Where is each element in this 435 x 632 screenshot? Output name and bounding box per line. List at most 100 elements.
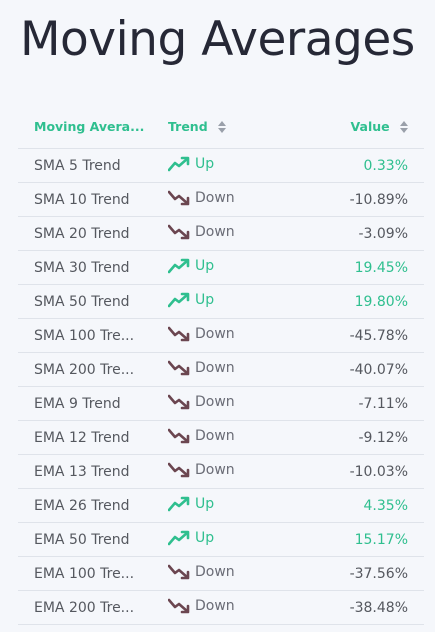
trend-value: -10.03% <box>349 463 408 480</box>
table-row: EMA 26 Trend Up 4.35% <box>18 489 424 523</box>
trend-down-icon <box>168 190 195 206</box>
trend-label: Up <box>195 291 215 308</box>
trend-up-icon <box>168 530 195 546</box>
indicator-name: SMA 100 Tre... <box>34 327 135 344</box>
trend-indicator: Up <box>168 496 214 512</box>
trend-value: -45.78% <box>349 327 408 344</box>
trend-down-icon <box>168 326 195 342</box>
trend-indicator: Down <box>168 224 235 240</box>
indicator-name: SMA 50 Trend <box>34 293 130 310</box>
trend-value: -10.89% <box>349 191 408 208</box>
table-row: SMA 5 Trend Up 0.33% <box>18 149 424 183</box>
trend-label: Up <box>195 155 215 172</box>
trend-up-icon <box>168 496 195 512</box>
table-row: EMA 100 Tre... Down -37.56% <box>18 557 424 591</box>
indicator-name: SMA 30 Trend <box>34 259 130 276</box>
trend-cell: Up <box>152 258 302 278</box>
table-row: EMA 13 Trend Down -10.03% <box>18 455 424 489</box>
trend-up-icon <box>168 258 195 274</box>
trend-indicator: Up <box>168 258 214 274</box>
trend-indicator: Down <box>168 598 235 614</box>
column-header-name-label: Moving Avera... <box>34 118 145 134</box>
trend-cell: Up <box>152 156 302 176</box>
trend-label: Down <box>195 393 235 410</box>
table-row: SMA 20 Trend Down -3.09% <box>18 217 424 251</box>
column-header-trend[interactable]: Trend <box>152 119 302 134</box>
trend-down-icon <box>168 360 195 376</box>
trend-value: 19.80% <box>354 293 408 310</box>
trend-indicator: Up <box>168 292 214 308</box>
trend-down-icon <box>168 428 195 444</box>
indicator-name: SMA 200 Tre... <box>34 361 135 378</box>
trend-cell: Up <box>152 496 302 516</box>
trend-label: Down <box>195 325 235 342</box>
table-row: SMA 10 Trend Down -10.89% <box>18 183 424 217</box>
trend-cell: Down <box>152 394 302 414</box>
trend-value: 19.45% <box>354 259 408 276</box>
trend-down-icon <box>168 564 195 580</box>
trend-value: -40.07% <box>349 361 408 378</box>
indicator-name: EMA 9 Trend <box>34 395 121 412</box>
trend-value: -3.09% <box>358 225 408 242</box>
trend-label: Up <box>195 495 215 512</box>
trend-up-icon <box>168 156 195 172</box>
column-header-trend-label: Trend <box>168 118 208 134</box>
table-row: SMA 50 Trend Up 19.80% <box>18 285 424 319</box>
indicator-name: SMA 10 Trend <box>34 191 130 208</box>
trend-indicator: Up <box>168 156 214 172</box>
trend-indicator: Down <box>168 394 235 410</box>
trend-label: Down <box>195 223 235 240</box>
trend-cell: Down <box>152 564 302 584</box>
trend-indicator: Down <box>168 190 235 206</box>
trend-indicator: Up <box>168 530 214 546</box>
trend-cell: Down <box>152 462 302 482</box>
trend-down-icon <box>168 394 195 410</box>
indicator-name: EMA 200 Tre... <box>34 599 135 616</box>
trend-down-icon <box>168 462 195 478</box>
table-header: Moving Avera... Trend Value <box>18 104 424 149</box>
trend-value: 15.17% <box>354 531 408 548</box>
table-row: EMA 200 Tre... Down -38.48% <box>18 591 424 625</box>
trend-value: 4.35% <box>363 497 408 514</box>
trend-label: Down <box>195 597 235 614</box>
trend-down-icon <box>168 224 195 240</box>
trend-cell: Down <box>152 190 302 210</box>
trend-cell: Up <box>152 292 302 312</box>
table-row: SMA 100 Tre... Down -45.78% <box>18 319 424 353</box>
trend-label: Down <box>195 427 235 444</box>
indicator-name: EMA 12 Trend <box>34 429 130 446</box>
table-row: EMA 9 Trend Down -7.11% <box>18 387 424 421</box>
table-row: EMA 50 Trend Up 15.17% <box>18 523 424 557</box>
sort-icon[interactable] <box>218 121 227 133</box>
trend-value: -9.12% <box>358 429 408 446</box>
trend-cell: Down <box>152 224 302 244</box>
trend-indicator: Down <box>168 326 235 342</box>
trend-label: Up <box>195 529 215 546</box>
trend-up-icon <box>168 292 195 308</box>
trend-indicator: Down <box>168 360 235 376</box>
table-row: SMA 200 Tre... Down -40.07% <box>18 353 424 387</box>
table-row: SMA 30 Trend Up 19.45% <box>18 251 424 285</box>
column-header-value-label: Value <box>350 118 390 134</box>
trend-cell: Down <box>152 428 302 448</box>
trend-label: Up <box>195 257 215 274</box>
table-row: EMA 12 Trend Down -9.12% <box>18 421 424 455</box>
trend-indicator: Down <box>168 462 235 478</box>
trend-indicator: Down <box>168 564 235 580</box>
column-header-value[interactable]: Value <box>302 119 424 134</box>
trend-label: Down <box>195 461 235 478</box>
trend-cell: Up <box>152 530 302 550</box>
table-body: SMA 5 Trend Up 0.33% SMA 10 Trend Down -10.89… <box>18 149 424 625</box>
trend-label: Down <box>195 189 235 206</box>
indicator-name: SMA 20 Trend <box>34 225 130 242</box>
trend-value: -7.11% <box>358 395 408 412</box>
page-title: Moving Averages <box>20 12 415 67</box>
indicator-name: EMA 50 Trend <box>34 531 130 548</box>
trend-cell: Down <box>152 360 302 380</box>
column-header-name[interactable]: Moving Avera... <box>18 119 152 134</box>
sort-icon[interactable] <box>400 121 408 133</box>
trend-value: -38.48% <box>349 599 408 616</box>
trend-value: -37.56% <box>349 565 408 582</box>
indicator-name: EMA 13 Trend <box>34 463 130 480</box>
trend-label: Down <box>195 359 235 376</box>
